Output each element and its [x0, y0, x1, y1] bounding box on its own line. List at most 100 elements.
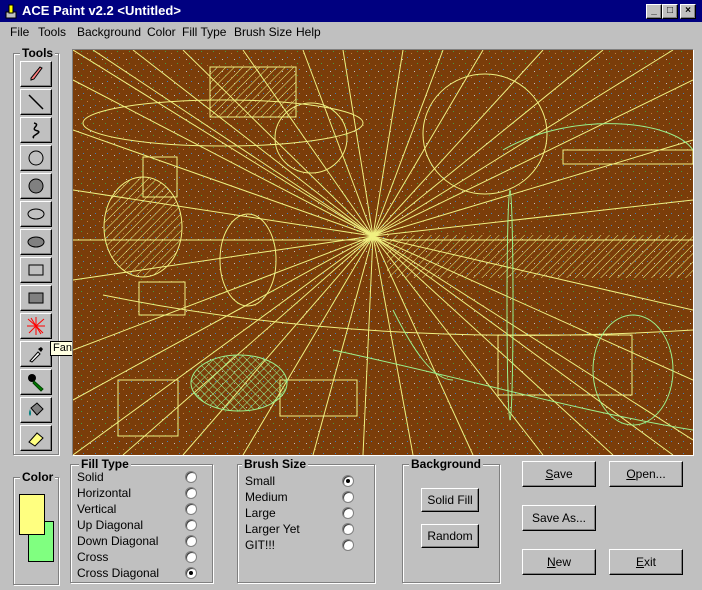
color-label: Color: [20, 470, 56, 484]
window-title: ACE Paint v2.2 <Untitled>: [22, 3, 181, 18]
tool-paint-brush[interactable]: [20, 369, 52, 395]
fan-line: [92, 50, 374, 237]
brush_size-option-label: Large: [245, 506, 276, 520]
fan-line: [302, 50, 374, 237]
title-bar[interactable]: ACE Paint v2.2 <Untitled> _ □ ×: [0, 0, 702, 22]
tool-filled-circle[interactable]: [20, 173, 52, 199]
menu-help[interactable]: Help: [296, 25, 321, 39]
brush_size-radio[interactable]: [342, 491, 354, 503]
brush_size-radio[interactable]: [342, 523, 354, 535]
tool-pencil[interactable]: [20, 61, 52, 87]
fan-line: [132, 50, 374, 237]
fan-line: [342, 50, 374, 237]
fan-line: [372, 50, 674, 237]
menu-file[interactable]: File: [10, 25, 30, 39]
menu-color[interactable]: Color: [147, 25, 176, 39]
tools-label: Tools: [20, 46, 56, 60]
drawing-canvas[interactable]: [72, 49, 694, 456]
tool-filled-rectangle[interactable]: [20, 285, 52, 311]
brush_size-option-label: Small: [245, 474, 276, 488]
eraser-icon: [28, 432, 44, 447]
tool-eyedropper[interactable]: [20, 341, 52, 367]
line-icon: [28, 94, 44, 110]
ellipse-outline-icon: [27, 208, 45, 220]
menu-fill-type[interactable]: Fill Type: [182, 25, 227, 39]
fan-line: [73, 50, 374, 237]
menu-background[interactable]: Background: [77, 25, 142, 39]
brush_size-option-label: Larger Yet: [245, 522, 300, 536]
fan-line: [372, 199, 693, 237]
app-icon: [5, 4, 17, 19]
tool-filled-ellipse[interactable]: [20, 229, 52, 255]
random-button[interactable]: Random: [421, 524, 479, 548]
fill_type-radio[interactable]: [185, 487, 197, 499]
menu-brush-size[interactable]: Brush Size: [234, 25, 293, 39]
brush_size-radio[interactable]: [342, 539, 354, 551]
color-panel: Color: [13, 470, 59, 585]
fan-line: [362, 235, 374, 455]
tool-fan[interactable]: [20, 313, 52, 339]
canvas-drawing: [73, 50, 693, 455]
open-button[interactable]: Open...: [609, 461, 683, 487]
fill_type-option-label: Up Diagonal: [77, 518, 144, 532]
fill_type-radio[interactable]: [185, 471, 197, 483]
solid-fill-label: Solid Fill: [427, 493, 473, 507]
fill_type-option-label: Cross Diagonal: [77, 566, 160, 580]
tool-paint-bucket[interactable]: [20, 397, 52, 423]
fan-line: [73, 129, 374, 237]
fill_type-option-label: Vertical: [77, 502, 117, 516]
close-icon: ×: [685, 5, 691, 16]
save-as-button[interactable]: Save As...: [522, 505, 596, 531]
fan-line: [182, 235, 374, 455]
brush_size-radio[interactable]: [342, 475, 354, 487]
fill_type-radio[interactable]: [185, 503, 197, 515]
fan-line: [73, 79, 374, 237]
fan-line: [372, 50, 444, 237]
fan-line: [372, 235, 414, 455]
tool-line[interactable]: [20, 89, 52, 115]
save-label: Save: [545, 467, 573, 481]
circle-outline-icon: [28, 150, 44, 166]
fan-line: [73, 235, 374, 401]
tool-curve[interactable]: [20, 117, 52, 143]
fan-line: [122, 235, 374, 455]
tool-circle[interactable]: [20, 145, 52, 171]
brush_size-radio[interactable]: [342, 507, 354, 519]
curve-icon: [32, 122, 40, 139]
minimize-icon: _: [651, 5, 657, 16]
solid-fill-button[interactable]: Solid Fill: [421, 488, 479, 512]
close-button[interactable]: ×: [680, 4, 696, 19]
minimize-button[interactable]: _: [646, 4, 662, 19]
menu-bar: File Tools Background Color Fill Type Br…: [0, 22, 702, 42]
fan-line: [372, 79, 693, 237]
paint-bucket-icon: [29, 402, 44, 416]
fan-line: [372, 139, 693, 237]
fan-line: [73, 235, 374, 351]
exit-label: Exit: [635, 555, 656, 569]
fan-line: [73, 235, 374, 455]
fill_type-option-label: Down Diagonal: [77, 534, 159, 548]
tool-eraser[interactable]: [20, 425, 52, 451]
fill_type-radio[interactable]: [185, 551, 197, 563]
brush_size-option-label: Medium: [245, 490, 288, 504]
tool-rectangle[interactable]: [20, 257, 52, 283]
radio-selected-dot: [189, 571, 193, 575]
exit-button[interactable]: Exit: [609, 549, 683, 575]
menu-tools[interactable]: Tools: [38, 25, 67, 39]
eyedropper-icon: [29, 347, 43, 363]
brush_size-option-label: GIT!!!: [245, 538, 275, 552]
foreground-color-swatch[interactable]: [19, 494, 45, 535]
fill_type-radio[interactable]: [185, 567, 197, 579]
background-label: Background: [409, 457, 484, 471]
fan-line: [73, 235, 374, 281]
save-button[interactable]: Save: [522, 461, 596, 487]
fill_type-radio[interactable]: [185, 535, 197, 547]
fill_type-radio[interactable]: [185, 519, 197, 531]
maximize-button[interactable]: □: [662, 4, 678, 19]
fan-line: [372, 50, 404, 237]
tool-ellipse[interactable]: [20, 201, 52, 227]
fill_type-option-label: Cross: [77, 550, 109, 564]
new-button[interactable]: New: [522, 549, 596, 575]
fan-line: [312, 235, 374, 455]
fan-line: [372, 50, 484, 237]
